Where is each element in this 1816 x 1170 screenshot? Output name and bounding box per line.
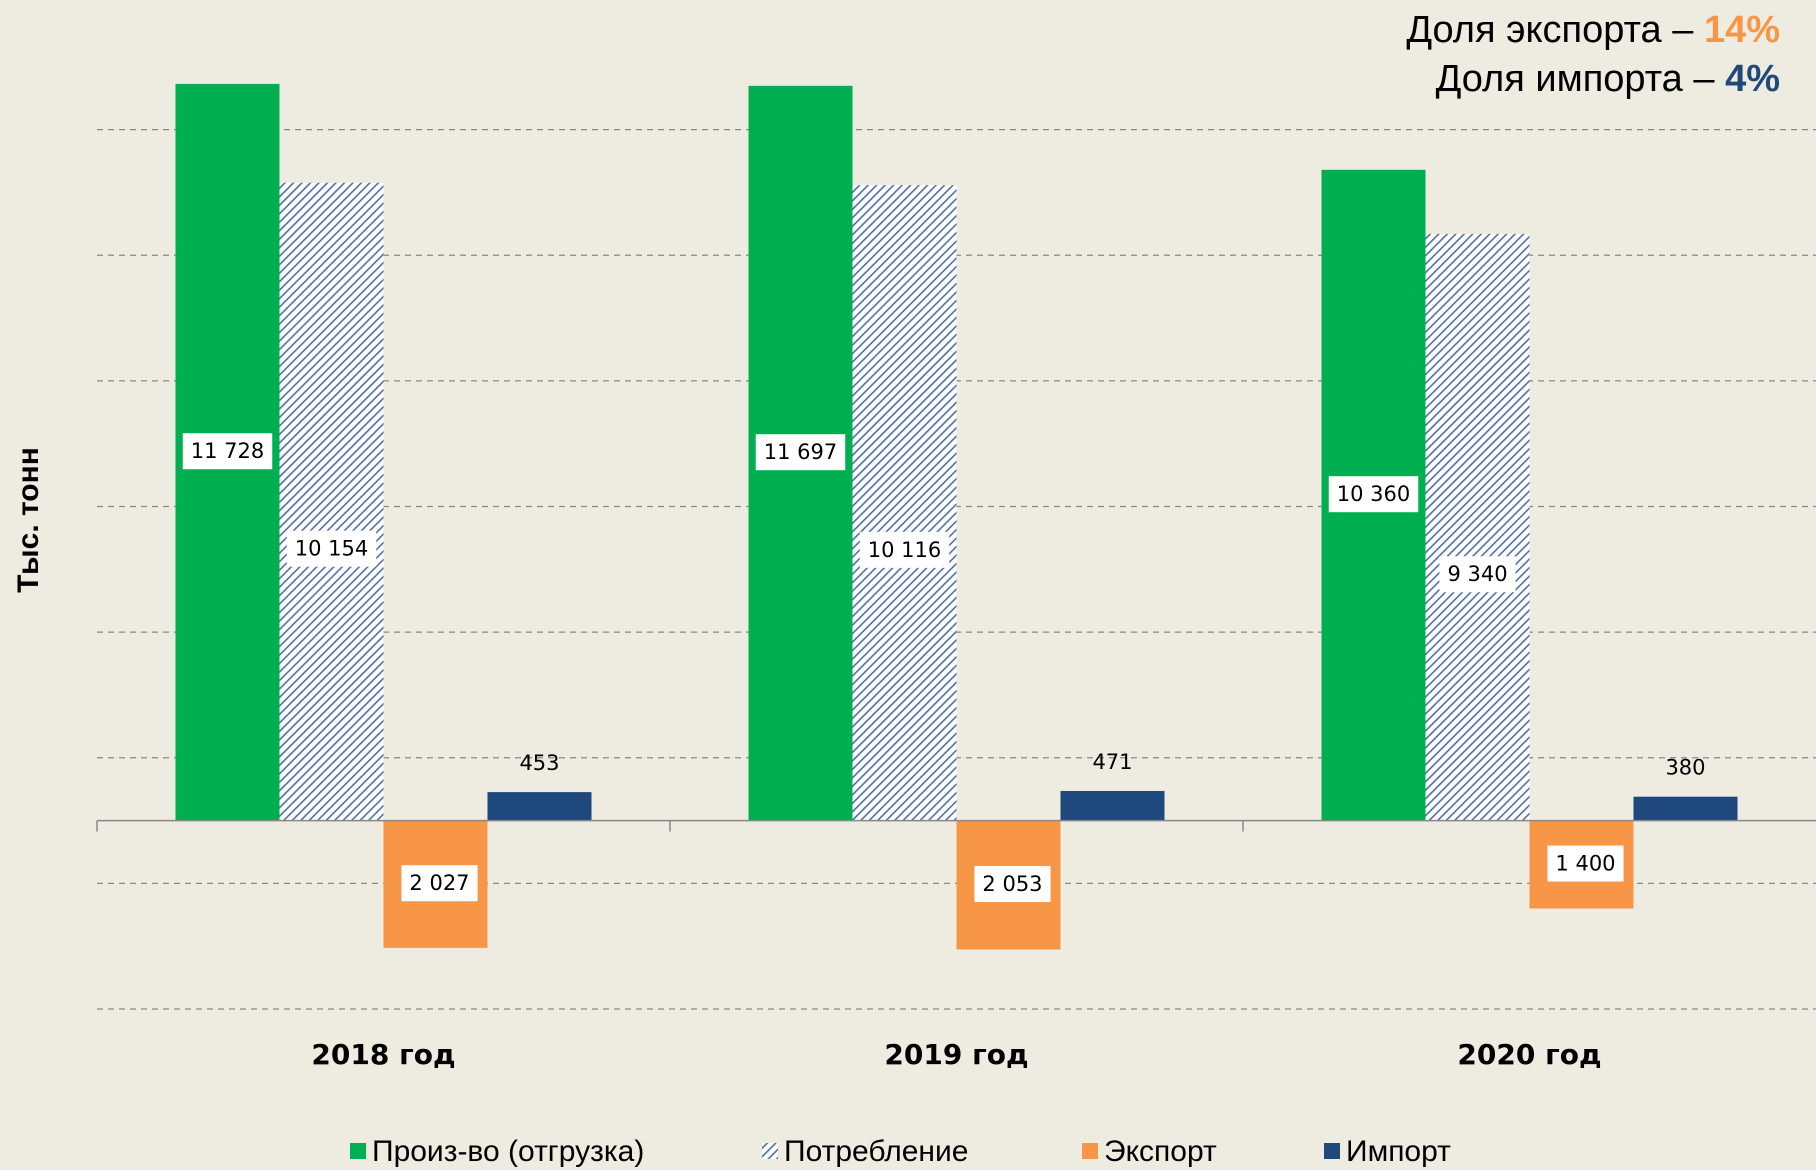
legend-label: Экспорт bbox=[1104, 1135, 1217, 1168]
data-label-box bbox=[755, 434, 846, 471]
legend-label: Произ-во (отгрузка) bbox=[372, 1135, 644, 1168]
x-tick-label: 2018 год bbox=[311, 1038, 455, 1071]
annotation-value: 14% bbox=[1704, 9, 1780, 51]
data-label: 9 340 bbox=[1447, 562, 1507, 586]
x-tick-label: 2019 год bbox=[884, 1038, 1028, 1071]
legend-swatch bbox=[762, 1143, 778, 1159]
legend-label: Импорт bbox=[1346, 1135, 1451, 1168]
x-tick-label: 2020 год bbox=[1457, 1038, 1601, 1071]
bar bbox=[852, 185, 957, 821]
data-label-box bbox=[1439, 556, 1516, 593]
bar bbox=[279, 182, 384, 821]
annotation-text: Доля экспорта – bbox=[1406, 9, 1704, 51]
data-label: 11 697 bbox=[764, 440, 837, 464]
legend-swatch bbox=[350, 1143, 366, 1159]
legend-label: Потребление bbox=[784, 1135, 968, 1168]
data-label-box bbox=[401, 865, 478, 902]
data-label: 11 728 bbox=[191, 439, 264, 463]
bar bbox=[487, 792, 592, 821]
bar bbox=[1633, 796, 1738, 821]
legend-swatch bbox=[1324, 1143, 1340, 1159]
annotation-text: Доля импорта – bbox=[1436, 58, 1726, 100]
data-label-box bbox=[1547, 845, 1624, 882]
data-label: 2 053 bbox=[982, 872, 1042, 896]
annotation: Доля экспорта – 14% bbox=[1406, 9, 1780, 51]
data-label: 380 bbox=[1665, 756, 1705, 780]
data-label: 10 154 bbox=[295, 537, 368, 561]
data-label: 471 bbox=[1092, 750, 1132, 774]
data-label-box bbox=[1328, 476, 1419, 513]
data-label: 1 400 bbox=[1555, 852, 1615, 876]
data-label-box bbox=[974, 866, 1051, 903]
bar bbox=[1425, 233, 1530, 821]
data-label-box bbox=[182, 433, 273, 470]
bar bbox=[1060, 790, 1165, 821]
data-label: 10 116 bbox=[868, 538, 941, 562]
annotation: Доля импорта – 4% bbox=[1436, 58, 1780, 100]
y-axis-label: Тыс. тонн bbox=[12, 447, 45, 593]
data-label: 2 027 bbox=[409, 871, 469, 895]
data-label: 453 bbox=[519, 751, 559, 775]
legend-swatch bbox=[1082, 1143, 1098, 1159]
data-label-box bbox=[859, 531, 950, 568]
annotation-value: 4% bbox=[1725, 58, 1780, 100]
data-label: 10 360 bbox=[1337, 482, 1410, 506]
data-label-box bbox=[286, 530, 377, 567]
